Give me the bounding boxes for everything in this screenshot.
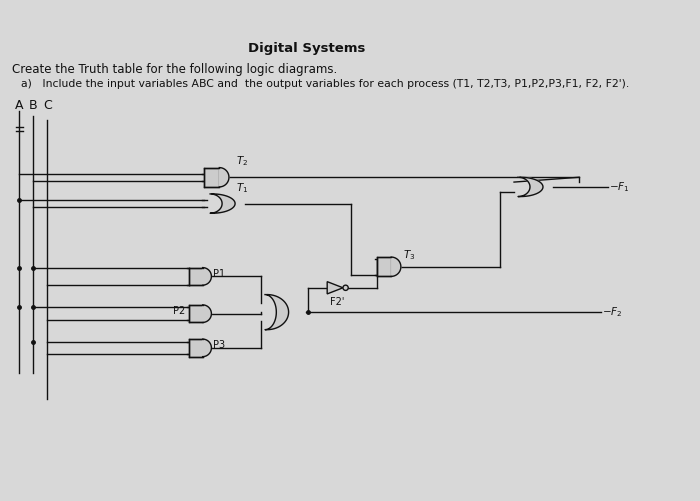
Text: B: B — [29, 99, 38, 112]
Polygon shape — [204, 168, 219, 187]
Polygon shape — [518, 177, 543, 196]
Text: P3: P3 — [214, 340, 225, 350]
Text: $T_1$: $T_1$ — [236, 181, 248, 195]
Polygon shape — [210, 194, 235, 213]
Polygon shape — [202, 268, 211, 285]
Text: $T_2$: $T_2$ — [236, 155, 248, 168]
Text: P1: P1 — [214, 269, 225, 279]
Circle shape — [343, 285, 348, 291]
Text: Create the Truth table for the following logic diagrams.: Create the Truth table for the following… — [13, 63, 337, 76]
Text: F2': F2' — [330, 298, 344, 308]
Polygon shape — [202, 339, 211, 357]
Text: $-F_2$: $-F_2$ — [602, 305, 622, 319]
Text: P2: P2 — [173, 306, 185, 316]
Text: A: A — [15, 99, 24, 112]
Polygon shape — [188, 305, 202, 323]
Text: Digital Systems: Digital Systems — [248, 42, 365, 55]
Text: a)   Include the input variables ABC and  the output variables for each process : a) Include the input variables ABC and t… — [21, 79, 629, 89]
Polygon shape — [188, 268, 202, 285]
Polygon shape — [219, 168, 229, 187]
Polygon shape — [377, 257, 391, 277]
Polygon shape — [265, 295, 288, 330]
Polygon shape — [202, 305, 211, 323]
Polygon shape — [188, 339, 202, 357]
Polygon shape — [391, 257, 401, 277]
Text: $-F_1$: $-F_1$ — [609, 180, 629, 194]
Polygon shape — [327, 282, 343, 294]
Text: C: C — [43, 99, 52, 112]
Text: $T_3$: $T_3$ — [402, 248, 415, 263]
